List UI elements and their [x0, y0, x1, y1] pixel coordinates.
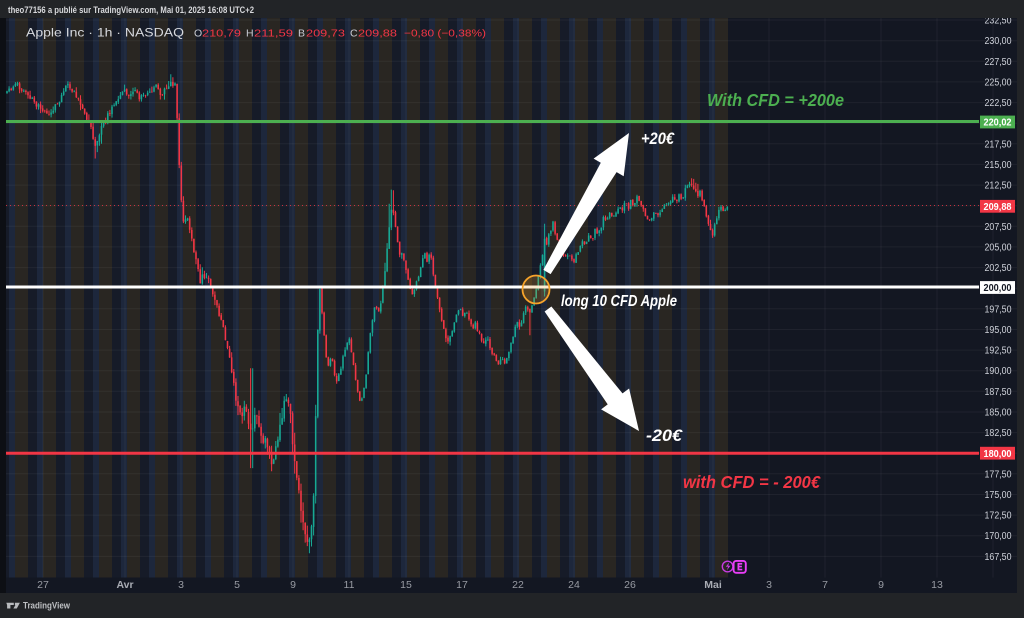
svg-text:220,02: 220,02 — [984, 118, 1012, 129]
svg-text:22: 22 — [512, 579, 524, 591]
svg-text:3: 3 — [178, 579, 184, 591]
svg-text:192,50: 192,50 — [985, 346, 1012, 357]
svg-text:17: 17 — [456, 579, 468, 591]
svg-text:212,50: 212,50 — [985, 181, 1012, 192]
svg-text:230,00: 230,00 — [985, 36, 1012, 47]
svg-text:209,88: 209,88 — [358, 28, 397, 40]
svg-text:225,00: 225,00 — [985, 77, 1012, 88]
svg-text:O: O — [194, 28, 202, 40]
svg-text:26: 26 — [624, 579, 636, 591]
svg-text:222,50: 222,50 — [985, 98, 1012, 109]
svg-text:-20€: -20€ — [646, 426, 684, 445]
svg-text:175,00: 175,00 — [985, 490, 1012, 501]
svg-text:24: 24 — [568, 579, 580, 591]
svg-text:200,00: 200,00 — [984, 283, 1012, 294]
svg-text:177,50: 177,50 — [985, 469, 1012, 480]
svg-text:theo77156 a publié sur Trading: theo77156 a publié sur TradingView.com, … — [8, 5, 254, 16]
svg-text:Apple Inc · 1h · NASDAQ: Apple Inc · 1h · NASDAQ — [26, 26, 184, 40]
svg-text:180,00: 180,00 — [984, 449, 1012, 460]
svg-text:13: 13 — [931, 579, 943, 591]
svg-text:3: 3 — [766, 579, 772, 591]
svg-text:205,00: 205,00 — [985, 242, 1012, 253]
svg-text:217,50: 217,50 — [985, 139, 1012, 150]
svg-text:with CFD = - 200€: with CFD = - 200€ — [683, 472, 821, 492]
svg-text:215,00: 215,00 — [985, 160, 1012, 171]
svg-text:15: 15 — [400, 579, 412, 591]
svg-text:9: 9 — [290, 579, 296, 591]
svg-text:C: C — [350, 28, 358, 40]
svg-text:+20€: +20€ — [641, 129, 675, 148]
svg-text:With CFD = +200e: With CFD = +200e — [707, 90, 844, 110]
svg-text:27: 27 — [37, 579, 49, 591]
svg-text:7: 7 — [822, 579, 828, 591]
svg-text:Mai: Mai — [704, 579, 722, 591]
svg-text:5: 5 — [234, 579, 240, 591]
svg-text:167,50: 167,50 — [985, 552, 1012, 563]
svg-text:9: 9 — [878, 579, 884, 591]
svg-text:−0,80 (−0,38%): −0,80 (−0,38%) — [404, 28, 486, 40]
svg-text:209,73: 209,73 — [306, 28, 345, 40]
svg-text:H: H — [246, 28, 254, 40]
svg-text:170,00: 170,00 — [985, 531, 1012, 542]
svg-text:195,00: 195,00 — [985, 325, 1012, 336]
svg-text:210,79: 210,79 — [202, 28, 241, 40]
svg-text:197,50: 197,50 — [985, 304, 1012, 315]
svg-text:232,50: 232,50 — [985, 16, 1012, 27]
svg-text:172,50: 172,50 — [985, 511, 1012, 522]
svg-text:11: 11 — [344, 579, 355, 591]
svg-text:207,50: 207,50 — [985, 222, 1012, 233]
svg-text:227,50: 227,50 — [985, 57, 1012, 68]
svg-text:185,00: 185,00 — [985, 408, 1012, 419]
svg-text:Avr: Avr — [116, 579, 133, 591]
svg-text:190,00: 190,00 — [985, 366, 1012, 377]
svg-text:182,50: 182,50 — [985, 428, 1012, 439]
svg-text:211,59: 211,59 — [254, 28, 293, 40]
svg-text:209,88: 209,88 — [984, 202, 1012, 213]
svg-text:202,50: 202,50 — [985, 263, 1012, 274]
svg-text:187,50: 187,50 — [985, 387, 1012, 398]
svg-text:long 10 CFD Apple: long 10 CFD Apple — [561, 293, 677, 310]
svg-text:B: B — [298, 28, 305, 40]
svg-text:TradingView: TradingView — [23, 601, 71, 611]
